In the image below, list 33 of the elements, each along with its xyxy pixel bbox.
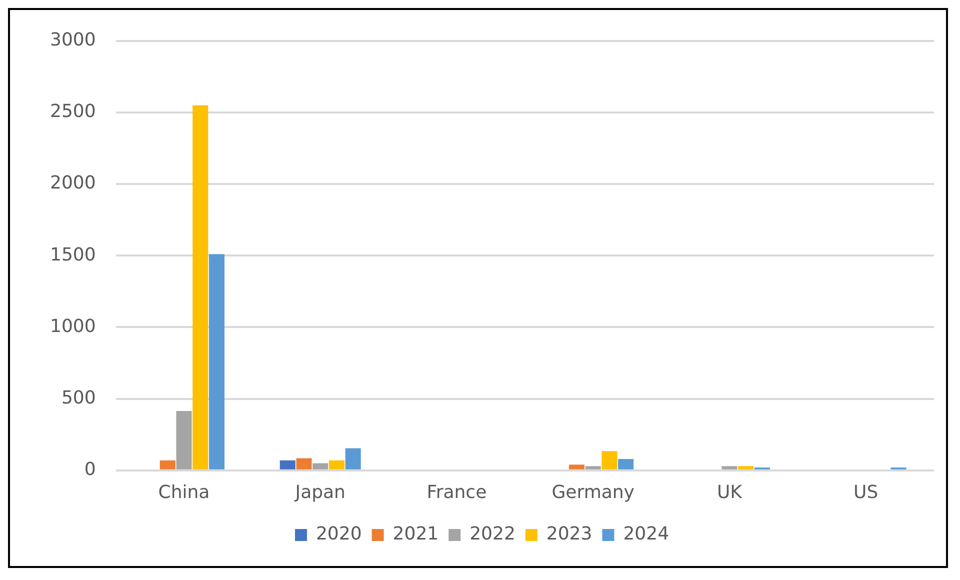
bar xyxy=(280,460,296,470)
y-tick-label: 0 xyxy=(84,459,96,480)
y-tick-label: 2500 xyxy=(50,101,96,122)
bar xyxy=(160,460,176,470)
bar xyxy=(192,105,208,470)
legend-label: 2022 xyxy=(470,524,516,545)
bar xyxy=(312,463,328,470)
bar xyxy=(328,460,344,470)
y-tick-label: 3000 xyxy=(50,29,96,50)
bar xyxy=(738,466,754,470)
x-tick-label: Germany xyxy=(552,482,635,503)
bar xyxy=(602,451,618,470)
y-tick-label: 2000 xyxy=(50,172,96,194)
bar xyxy=(722,466,738,470)
legend-label: 2023 xyxy=(546,524,592,545)
y-tick-label: 500 xyxy=(61,387,96,408)
x-tick-label: UK xyxy=(716,482,744,503)
y-tick-label: 1000 xyxy=(50,316,96,337)
x-tick-label: China xyxy=(158,482,210,503)
bar xyxy=(176,410,192,470)
bar xyxy=(345,448,361,470)
x-tick-label: France xyxy=(426,482,487,503)
x-tick-label: US xyxy=(854,482,878,503)
bar xyxy=(568,464,584,470)
legend-label: 2020 xyxy=(316,524,362,545)
legend-label: 2021 xyxy=(392,524,439,545)
bar xyxy=(585,466,601,470)
y-tick-label: 1500 xyxy=(50,244,96,266)
bar xyxy=(296,458,312,470)
bar xyxy=(208,254,224,470)
bar xyxy=(618,458,634,470)
legend-label: 2024 xyxy=(623,524,670,545)
x-tick-label: Japan xyxy=(294,482,346,503)
